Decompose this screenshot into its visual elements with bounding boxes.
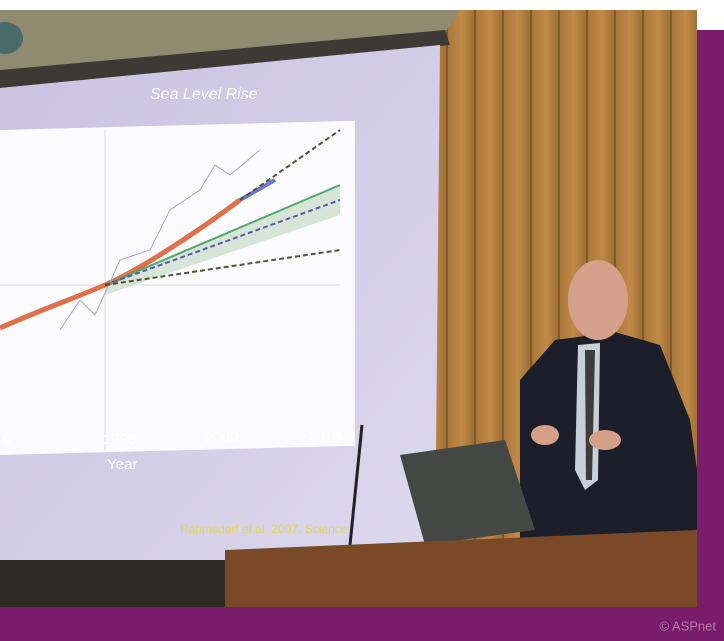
- speaker-hand: [531, 425, 559, 445]
- slide-chart: [0, 121, 355, 455]
- speaker-head: [568, 260, 628, 340]
- tick-label: 0: [3, 431, 11, 448]
- credit: © ASPnet: [659, 618, 716, 633]
- slide-title: Sea Level Rise: [150, 86, 258, 103]
- tick-label: 2010: [308, 429, 341, 446]
- photo: Sea Level Rise 0 1990 2000 2010 Year Rah…: [0, 10, 697, 607]
- citation: Rahmsdorf et al. 2007, Science: [180, 522, 348, 536]
- tick-label: 1990: [103, 431, 136, 448]
- floor-shadow: [0, 560, 225, 607]
- screenshot: Sea Level Rise 0 1990 2000 2010 Year Rah…: [0, 0, 724, 641]
- speaker-hand: [589, 430, 621, 450]
- tick-label: 2000: [205, 429, 238, 446]
- axis-label: Year: [107, 456, 137, 473]
